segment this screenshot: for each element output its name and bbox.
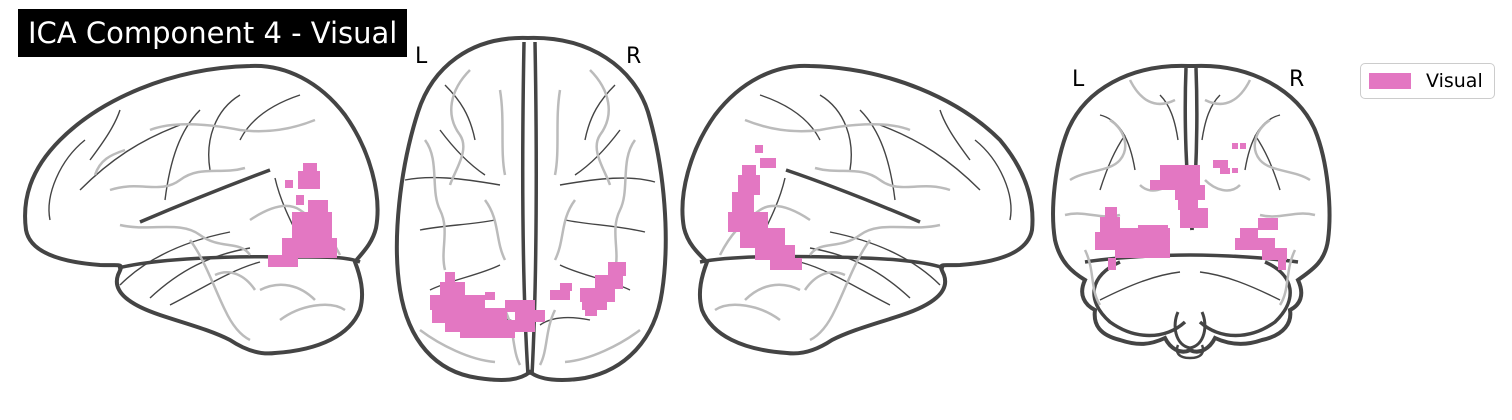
axial-view <box>394 35 668 382</box>
coronal-right-label: R <box>1289 67 1305 92</box>
sagittal-left-outline <box>23 63 380 356</box>
sagittal-right-outline <box>680 63 1035 356</box>
sagittal-right-view <box>680 63 1035 356</box>
sagittal-left-view <box>23 63 380 356</box>
figure-title: ICA Component 4 - Visual <box>18 9 408 57</box>
axial-left-label: L <box>415 44 428 69</box>
legend-label-visual: Visual <box>1426 70 1483 92</box>
axial-right-label: R <box>626 44 642 69</box>
coronal-outline <box>1051 63 1332 354</box>
axial-outline <box>394 35 668 382</box>
coronal-view <box>1051 63 1332 360</box>
legend: Visual <box>1360 63 1495 99</box>
legend-swatch-visual <box>1369 73 1411 89</box>
coronal-left-label: L <box>1072 67 1085 92</box>
